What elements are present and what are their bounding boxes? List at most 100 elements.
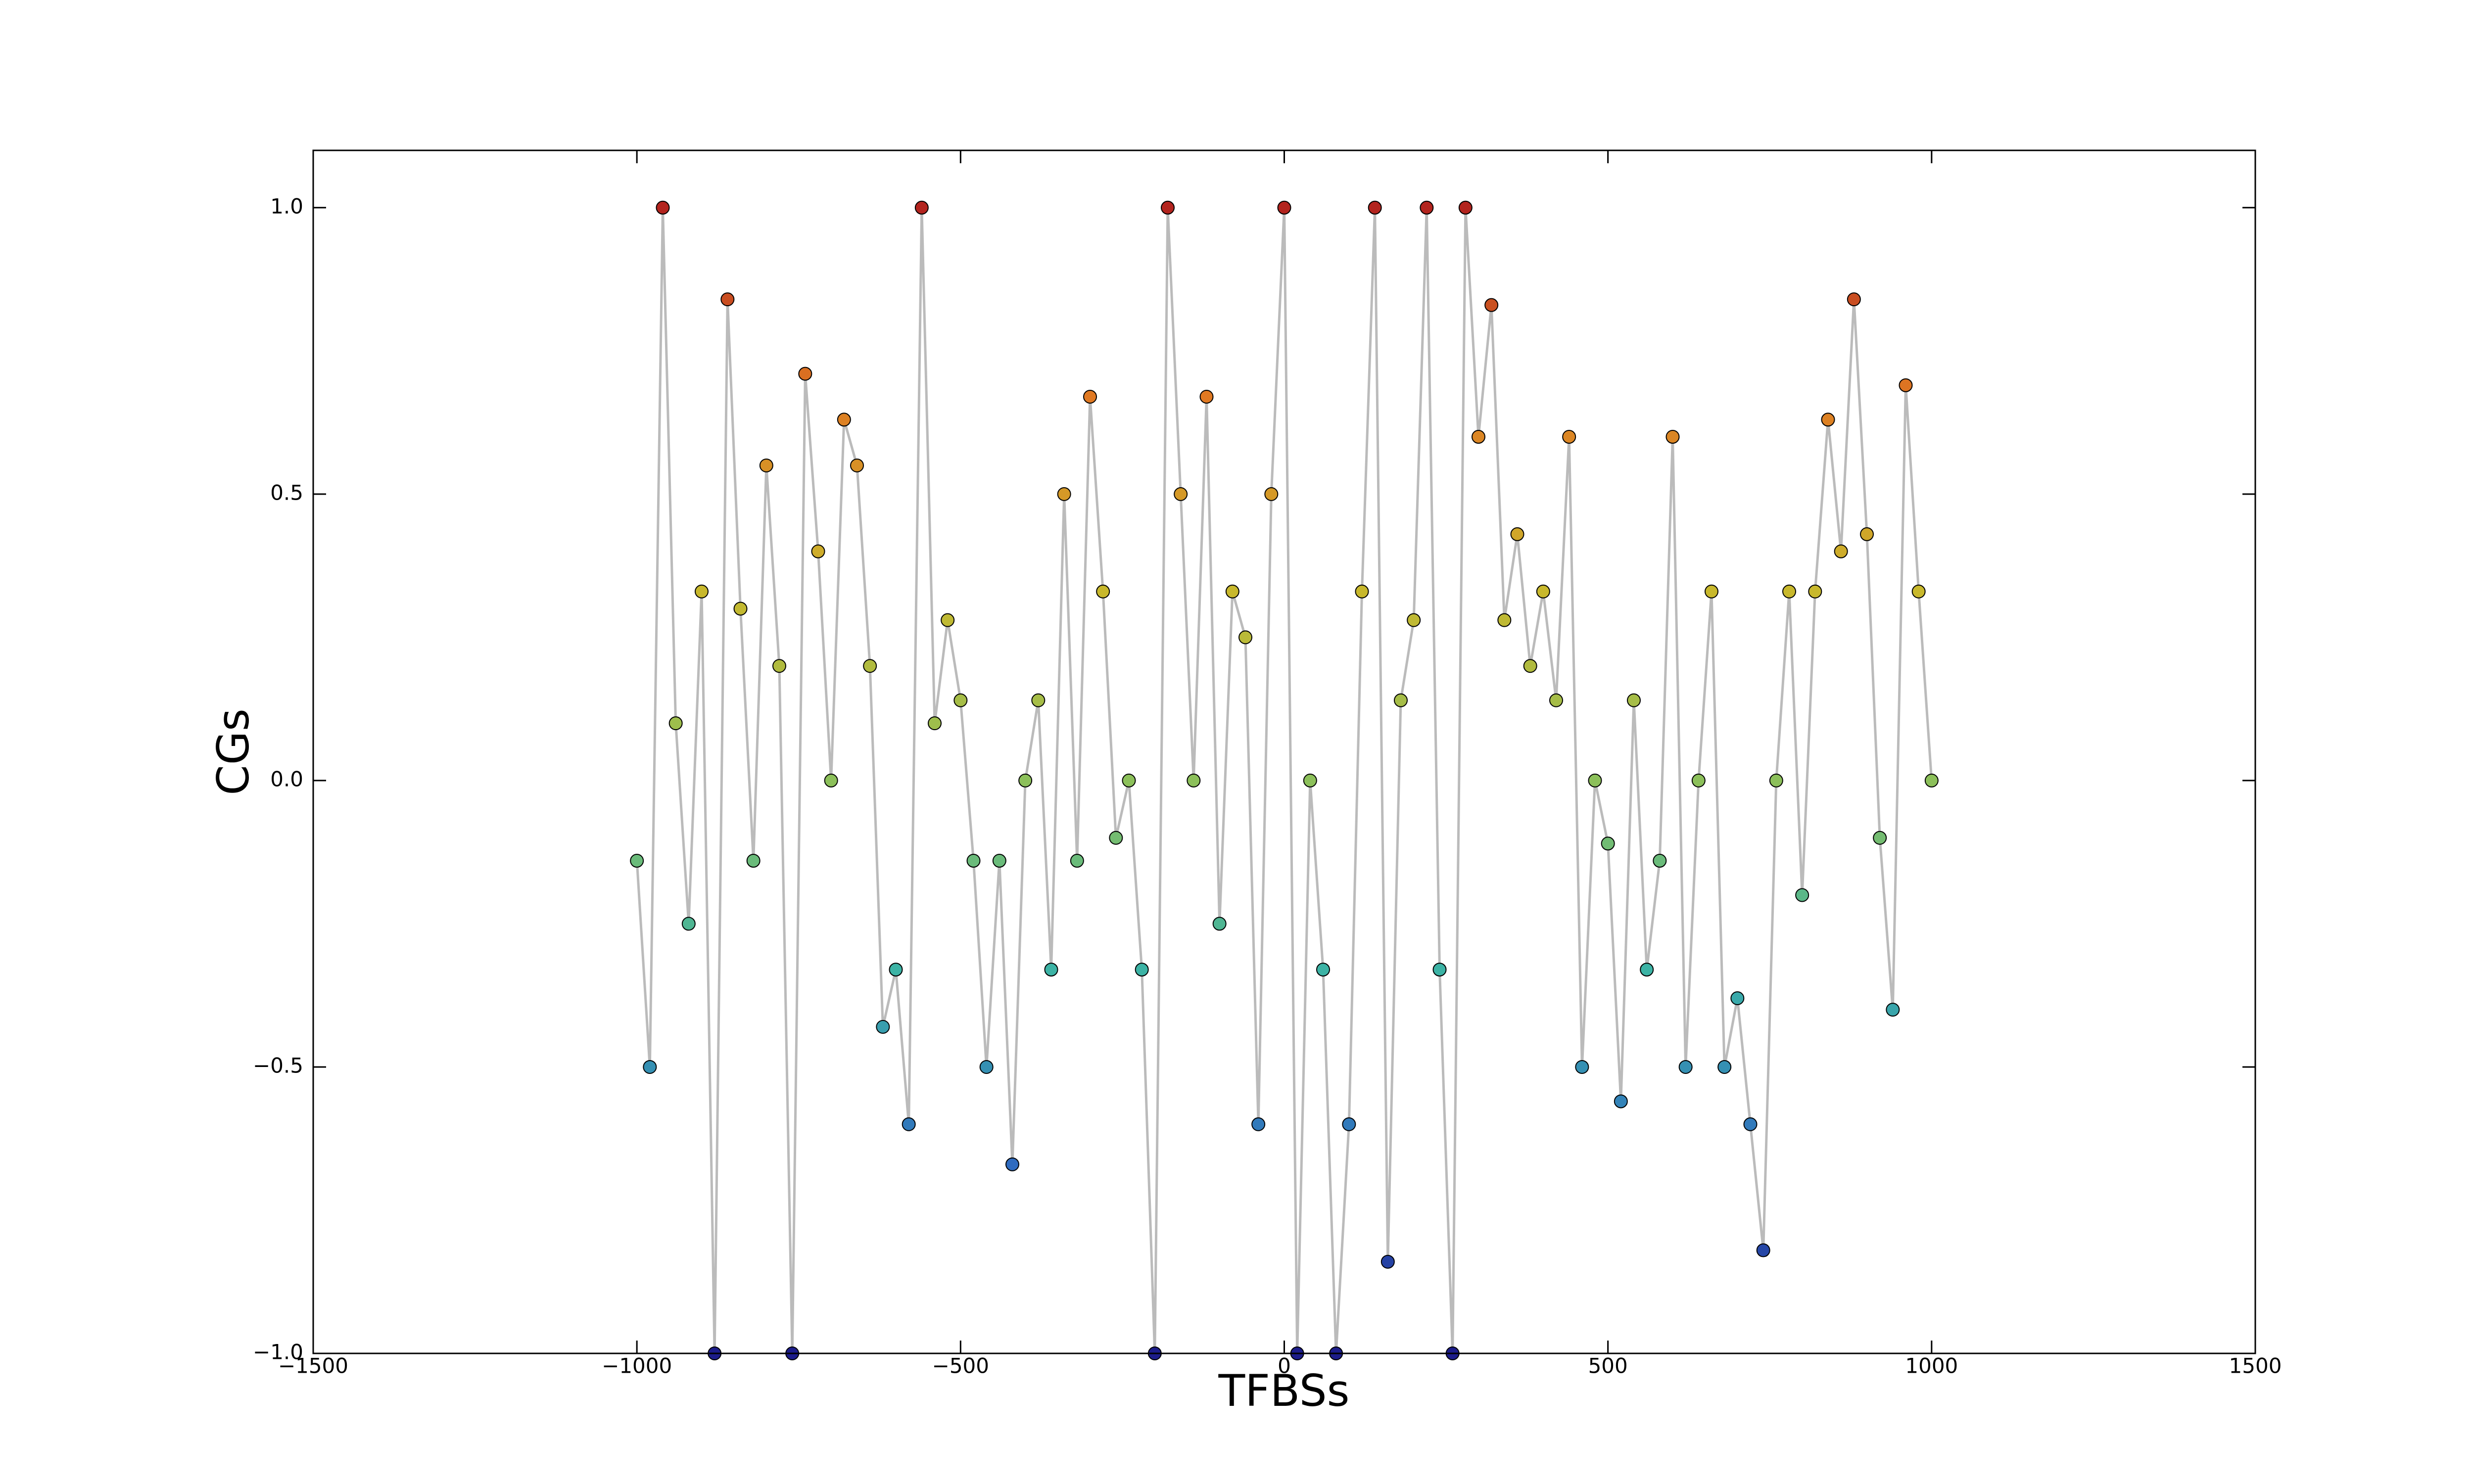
data-point (1549, 693, 1563, 707)
y-tick-label: −1.0 (253, 1340, 303, 1364)
x-tick-label: 0 (1278, 1354, 1291, 1378)
data-point (1717, 1060, 1732, 1074)
data-point (1510, 527, 1524, 541)
data-point (1303, 773, 1317, 788)
data-point (941, 613, 955, 627)
data-point (1627, 693, 1641, 707)
data-point (1109, 831, 1123, 845)
data-point (1135, 963, 1149, 977)
x-tick-label: −500 (932, 1354, 989, 1378)
data-point (1380, 1254, 1395, 1269)
data-point (1122, 773, 1136, 788)
data-point (1187, 773, 1201, 788)
x-tick-label: −1500 (278, 1354, 348, 1378)
data-point (1523, 659, 1537, 673)
data-point (1924, 773, 1939, 788)
data-point (1665, 430, 1680, 444)
data-point (1238, 630, 1252, 645)
data-point (1212, 917, 1227, 931)
data-point (966, 854, 981, 868)
data-point (1264, 487, 1279, 501)
data-point (1497, 613, 1512, 627)
data-point (1251, 1117, 1266, 1131)
data-point (1575, 1060, 1589, 1074)
data-point (1057, 487, 1071, 501)
data-point (1199, 389, 1214, 404)
data-point (1756, 1243, 1770, 1257)
data-point (1342, 1117, 1356, 1131)
data-point (720, 292, 735, 307)
data-point (681, 917, 696, 931)
data-point (746, 854, 761, 868)
data-point (850, 458, 864, 472)
data-point (837, 413, 851, 427)
data-point (1458, 200, 1473, 215)
data-point (630, 854, 644, 868)
x-axis-label: TFBSs (1218, 1365, 1350, 1416)
data-point (759, 458, 773, 472)
y-tick-label: 1.0 (270, 194, 303, 218)
data-point (1782, 584, 1796, 599)
data-point (695, 584, 709, 599)
data-point (811, 544, 825, 558)
data-point (1743, 1117, 1758, 1131)
data-point (656, 200, 670, 215)
data-point (1096, 584, 1110, 599)
data-point (1678, 1060, 1693, 1074)
data-point (772, 659, 786, 673)
data-point (979, 1060, 994, 1074)
y-tick-label: 0.5 (270, 480, 303, 505)
data-point (1769, 773, 1783, 788)
data-point (889, 963, 903, 977)
data-point (1316, 963, 1330, 977)
x-tick-label: 500 (1588, 1354, 1628, 1378)
data-point (1911, 584, 1926, 599)
data-point (1899, 378, 1913, 392)
x-tick-label: 1500 (2229, 1354, 2282, 1378)
data-point (1562, 430, 1576, 444)
data-point (1161, 200, 1175, 215)
data-point (1432, 963, 1447, 977)
data-point (1031, 693, 1046, 707)
data-point (1705, 584, 1718, 599)
data-point (1601, 836, 1615, 851)
plot-frame (312, 149, 2256, 1354)
data-point (1174, 487, 1188, 501)
data-point (1018, 773, 1033, 788)
x-tick-label: −1000 (602, 1354, 672, 1378)
data-point (1472, 430, 1485, 444)
data-point (1847, 292, 1861, 307)
data-point (902, 1117, 916, 1131)
y-tick-label: 0.0 (270, 767, 303, 791)
data-point (1808, 584, 1822, 599)
data-point (1394, 693, 1408, 707)
data-point (876, 1020, 890, 1034)
data-point (1873, 831, 1887, 845)
data-point (1225, 584, 1239, 599)
data-point (1407, 613, 1421, 627)
data-point (1691, 773, 1706, 788)
data-point (1730, 991, 1745, 1005)
data-point (1834, 544, 1848, 558)
data-point (798, 367, 812, 381)
data-point (1653, 854, 1667, 868)
data-point (733, 602, 748, 616)
data-point (1614, 1094, 1628, 1109)
data-point (953, 693, 968, 707)
data-point (1588, 773, 1602, 788)
x-tick-label: 1000 (1905, 1354, 1958, 1378)
data-point (1484, 298, 1499, 312)
y-tick-label: −0.5 (253, 1053, 303, 1077)
data-point (1355, 584, 1369, 599)
data-point (1821, 413, 1835, 427)
data-point (1368, 200, 1382, 215)
data-point (1277, 200, 1291, 215)
data-point (914, 200, 929, 215)
data-point (992, 854, 1006, 868)
data-point (1536, 584, 1550, 599)
data-point (1640, 963, 1654, 977)
data-point (928, 716, 942, 731)
y-axis-label: CGs (208, 708, 259, 795)
